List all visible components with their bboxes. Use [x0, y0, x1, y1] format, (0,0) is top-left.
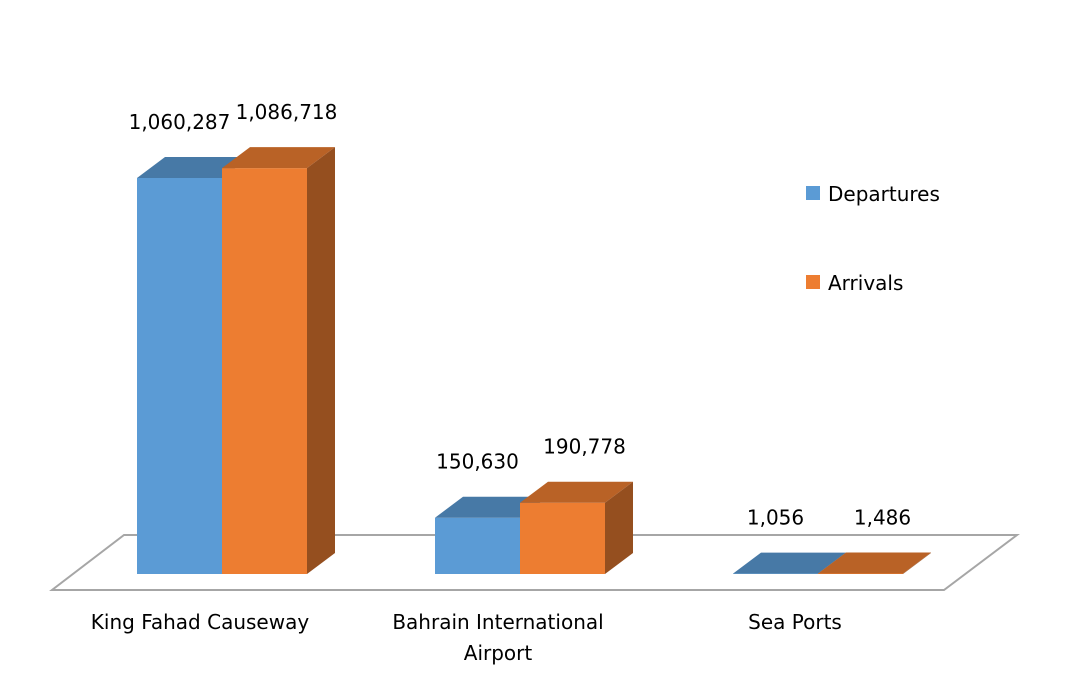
legend-label-departures: Departures — [828, 182, 940, 206]
data-label-departures-1: 1,060,287 — [129, 110, 231, 134]
category-label-2-line-2: Airport — [464, 641, 533, 665]
category-label-1: King Fahad Causeway — [91, 610, 310, 634]
category-label-2-line-1: Bahrain International — [392, 610, 603, 634]
bar-front — [435, 517, 520, 574]
bar-front — [222, 168, 307, 575]
legend: Departures Arrivals — [806, 182, 940, 295]
bar-departures-3 — [733, 552, 846, 574]
bar-arrivals-1 — [222, 147, 335, 575]
bar-top — [520, 481, 633, 503]
bar-side — [605, 481, 633, 574]
category-label-3: Sea Ports — [748, 610, 842, 634]
bar-front — [818, 573, 903, 574]
bar-front — [137, 178, 222, 575]
bar-departures-2 — [435, 496, 548, 574]
bar-front — [520, 502, 605, 574]
legend-swatch-departures — [806, 186, 820, 200]
bar-top — [818, 552, 931, 574]
legend-label-arrivals: Arrivals — [828, 271, 903, 295]
bar-departures-1 — [137, 157, 250, 575]
data-labels-group: 1,060,287 1,086,718 150,630 190,778 1,056 1,4… — [129, 100, 912, 529]
bars-group — [137, 147, 931, 575]
legend-swatch-arrivals — [806, 275, 820, 289]
data-label-departures-2: 150,630 — [436, 450, 519, 474]
data-label-arrivals-1: 1,086,718 — [236, 100, 338, 124]
data-label-arrivals-3: 1,486 — [854, 505, 911, 529]
bar-top — [137, 157, 250, 179]
bar-top — [733, 552, 846, 574]
bar-side — [307, 147, 335, 575]
bar-top — [222, 147, 335, 169]
category-labels-group: King Fahad Causeway Bahrain International… — [91, 610, 842, 665]
bar-arrivals-2 — [520, 481, 633, 574]
bar-arrivals-3 — [818, 552, 931, 574]
bar-top — [435, 496, 548, 518]
data-label-departures-3: 1,056 — [747, 506, 804, 530]
data-label-arrivals-2: 190,778 — [543, 435, 626, 459]
bar-side — [903, 552, 931, 574]
